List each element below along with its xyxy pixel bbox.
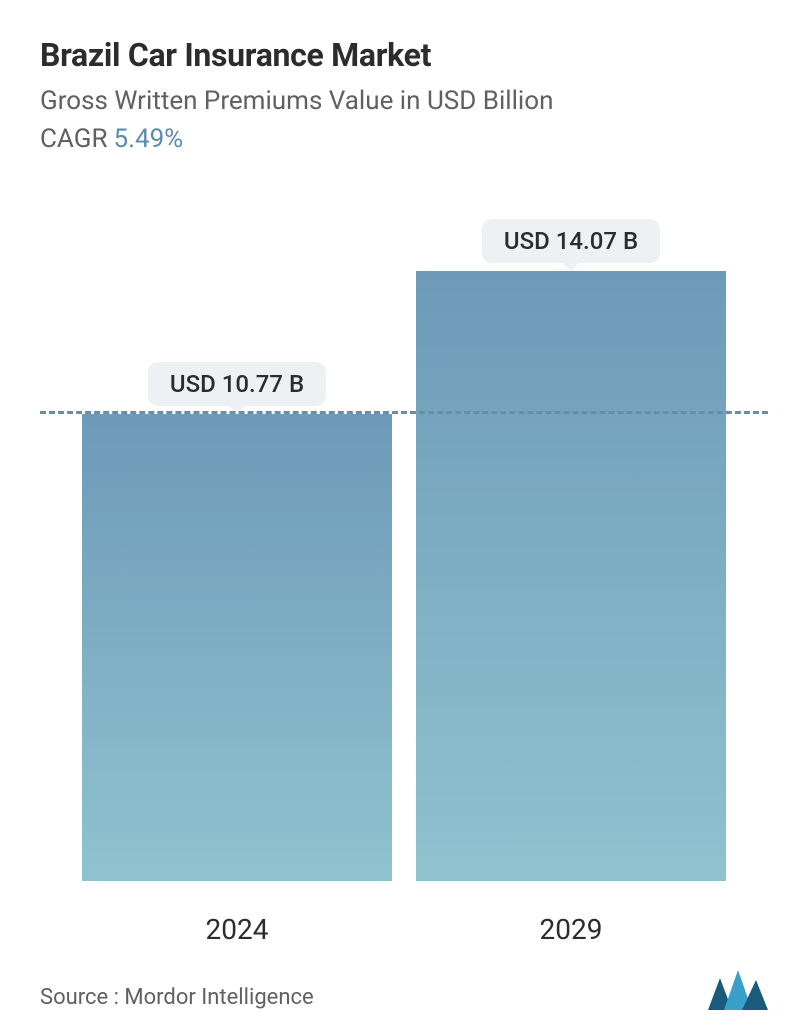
cagr-line: CAGR5.49% (40, 124, 768, 154)
x-axis-label: 2029 (416, 913, 726, 946)
chart-subtitle: Gross Written Premiums Value in USD Bill… (40, 86, 768, 116)
baseline-dashed-line (40, 411, 768, 414)
cagr-value: 5.49% (113, 124, 183, 154)
bar-value-label: USD 14.07 B (482, 219, 660, 263)
chart-title: Brazil Car Insurance Market (40, 36, 768, 74)
bar-value-label: USD 10.77 B (148, 362, 326, 406)
mordor-logo-icon (708, 970, 768, 1010)
chart-plot-area: USD 10.77 BUSD 14.07 B (40, 184, 768, 881)
bar-group: USD 14.07 B (416, 271, 726, 881)
bar: USD 10.77 B (82, 414, 392, 881)
bars-row: USD 10.77 BUSD 14.07 B (40, 184, 768, 881)
cagr-label: CAGR (40, 124, 107, 154)
bar: USD 14.07 B (416, 271, 726, 881)
chart-footer: Source : Mordor Intelligence (40, 946, 768, 1010)
x-axis-labels: 2024 2029 (40, 901, 768, 946)
bar-group: USD 10.77 B (82, 414, 392, 881)
source-text: Source : Mordor Intelligence (40, 985, 314, 1010)
chart-container: Brazil Car Insurance Market Gross Writte… (0, 0, 796, 1034)
x-axis-label: 2024 (82, 913, 392, 946)
